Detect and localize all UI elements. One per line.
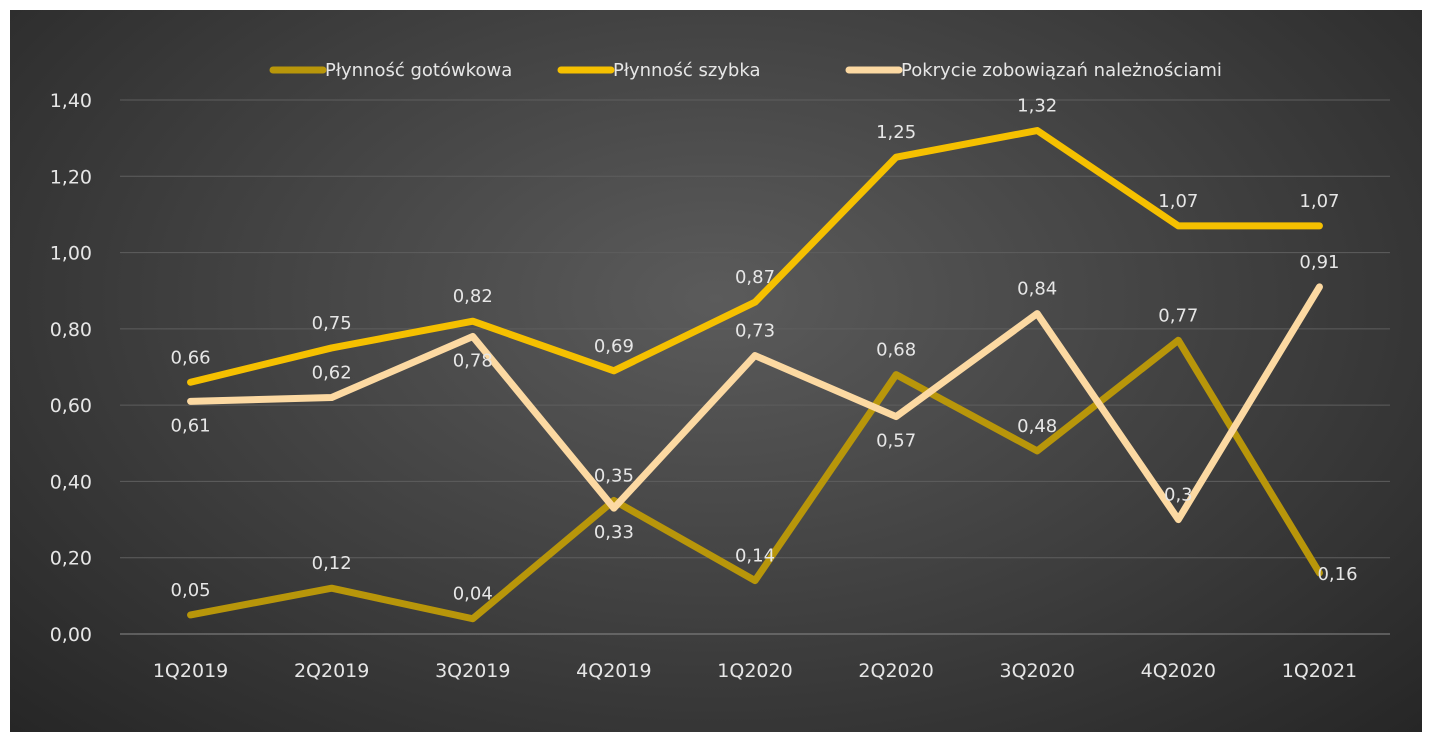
data-label: 0,35 bbox=[594, 466, 634, 487]
line-chart: 0,00 0,20 0,40 0,60 0,80 1,00 1,20 1,40 1Q2019 2… bbox=[50, 60, 1390, 682]
x-tick-label: 2Q2019 bbox=[294, 660, 369, 682]
chart-area: 0,00 0,20 0,40 0,60 0,80 1,00 1,20 1,40 1Q2019 2… bbox=[10, 10, 1422, 732]
x-tick-label: 1Q2021 bbox=[1282, 660, 1357, 682]
data-label: 0,48 bbox=[1017, 416, 1057, 437]
y-tick-label: 1,00 bbox=[50, 243, 92, 265]
x-tick-label: 4Q2020 bbox=[1141, 660, 1216, 682]
data-label: 0,62 bbox=[312, 363, 352, 384]
y-tick-label: 0,60 bbox=[50, 395, 92, 417]
data-label: 0,33 bbox=[594, 522, 634, 543]
series-line bbox=[187, 283, 1323, 524]
data-label: 0,77 bbox=[1158, 305, 1198, 326]
data-label: 1,32 bbox=[1017, 96, 1057, 117]
y-tick-label: 1,40 bbox=[50, 90, 92, 112]
data-label: 1,25 bbox=[876, 122, 916, 143]
y-tick-label: 1,20 bbox=[50, 166, 92, 188]
data-label: 0,3 bbox=[1164, 485, 1193, 506]
y-tick-label: 0,80 bbox=[50, 319, 92, 341]
data-label: 0,87 bbox=[735, 267, 775, 288]
data-label: 0,78 bbox=[453, 350, 493, 371]
data-label: 0,61 bbox=[171, 415, 211, 436]
y-tick-label: 0,20 bbox=[50, 548, 92, 570]
data-label: 0,82 bbox=[453, 286, 493, 307]
gridlines bbox=[120, 99, 1390, 635]
series-line bbox=[187, 336, 1323, 623]
data-label: 0,04 bbox=[453, 584, 493, 605]
data-label: 1,07 bbox=[1158, 191, 1198, 212]
series-lines bbox=[187, 127, 1323, 623]
legend-label: Pokrycie zobowiązań należnościami bbox=[901, 60, 1222, 81]
x-tick-label: 1Q2020 bbox=[717, 660, 792, 682]
data-label: 1,07 bbox=[1299, 191, 1339, 212]
data-label: 0,73 bbox=[735, 321, 775, 342]
x-axis-ticks: 1Q2019 2Q2019 3Q2019 4Q2019 1Q2020 2Q2020 3Q20… bbox=[153, 660, 1357, 682]
x-tick-label: 4Q2019 bbox=[576, 660, 651, 682]
y-tick-label: 0,00 bbox=[50, 624, 92, 646]
y-tick-label: 0,40 bbox=[50, 471, 92, 493]
x-tick-label: 3Q2020 bbox=[1000, 660, 1075, 682]
data-label: 0,16 bbox=[1317, 564, 1357, 585]
legend: Płynność gotówkowa Płynność szybka Pokryci… bbox=[269, 60, 1222, 81]
y-axis-ticks: 0,00 0,20 0,40 0,60 0,80 1,00 1,20 1,40 bbox=[50, 90, 92, 646]
data-label: 0,66 bbox=[171, 347, 211, 368]
x-tick-label: 3Q2019 bbox=[435, 660, 510, 682]
series-line bbox=[187, 127, 1323, 386]
data-label: 0,14 bbox=[735, 546, 775, 567]
data-label: 0,84 bbox=[1017, 279, 1057, 300]
legend-label: Płynność gotówkowa bbox=[325, 60, 512, 81]
data-label: 0,57 bbox=[876, 431, 916, 452]
data-label: 0,91 bbox=[1299, 252, 1339, 273]
data-label: 0,68 bbox=[876, 340, 916, 361]
data-label: 0,69 bbox=[594, 336, 634, 357]
legend-label: Płynność szybka bbox=[613, 60, 761, 81]
data-label: 0,75 bbox=[312, 313, 352, 334]
data-label: 0,05 bbox=[171, 580, 211, 601]
data-label: 0,12 bbox=[312, 553, 352, 574]
x-tick-label: 1Q2019 bbox=[153, 660, 228, 682]
x-tick-label: 2Q2020 bbox=[858, 660, 933, 682]
data-labels: 0,05 0,12 0,04 0,35 0,14 0,68 0,48 0,77 0,16 0,66… bbox=[171, 96, 1358, 605]
